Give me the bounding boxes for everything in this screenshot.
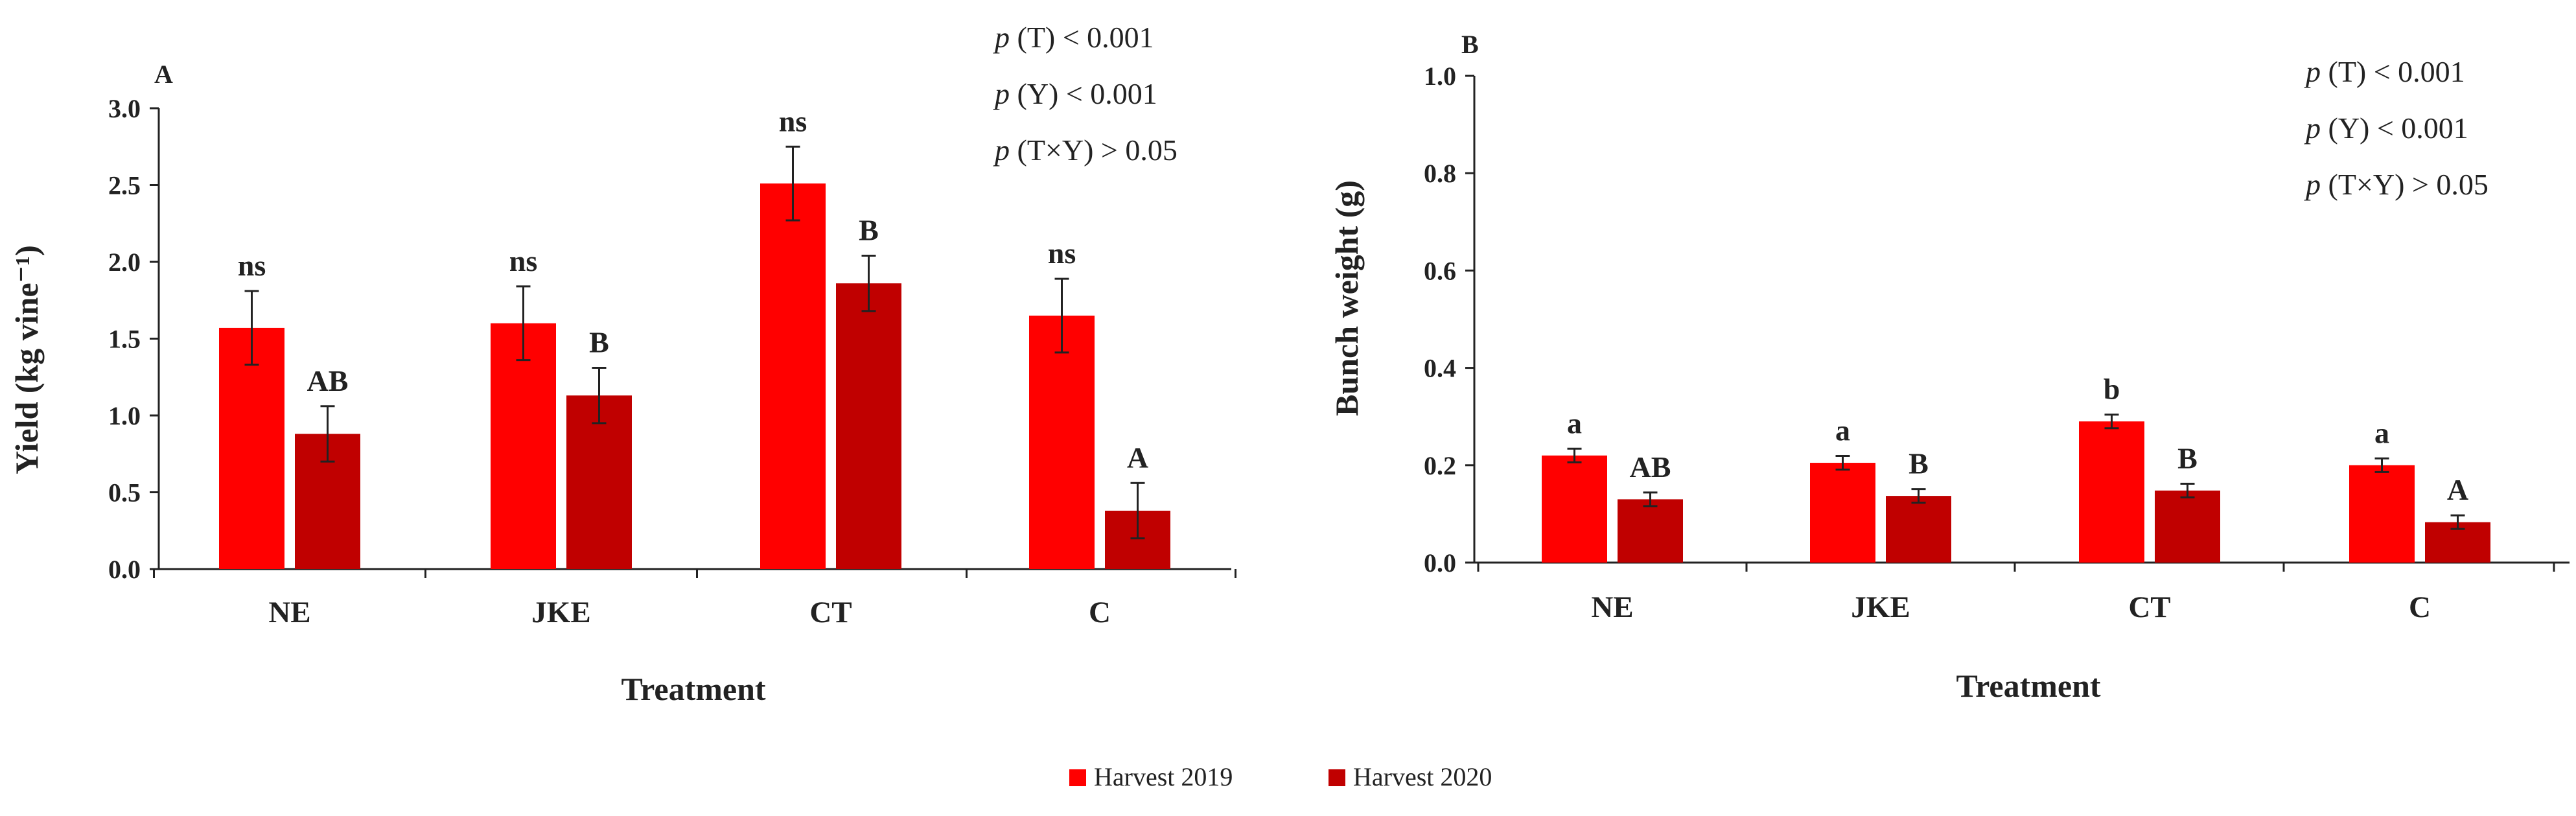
legend-swatch-harvest-2019 <box>1069 769 1086 786</box>
stat-line-year: p (Y) < 0.001 <box>2304 111 2468 145</box>
x-tick-label: C <box>2409 590 2431 624</box>
significance-label: B <box>589 326 609 359</box>
x-tick-label: NE <box>1591 590 1633 624</box>
y-tick-label: 0.4 <box>1424 354 1456 383</box>
significance-label: B <box>1909 447 1929 480</box>
y-tick-label: 2.0 <box>108 248 141 277</box>
y-axis-title: Bunch weight (g) <box>1329 180 1365 416</box>
x-tick-label: JKE <box>531 596 590 629</box>
significance-label: B <box>859 214 879 247</box>
significance-label: b <box>2104 373 2120 406</box>
significance-label: AB <box>1630 450 1671 484</box>
bunch-weight-chart-panel: B 0.0 0.2 0.4 0.6 0.8 1.0 NE JKE CT C a AB a Bb Ba A T… <box>1329 30 2570 704</box>
x-axis-title: Treatment <box>621 671 765 707</box>
bar <box>1029 315 1095 569</box>
bar <box>1542 455 1607 563</box>
x-tick-label: JKE <box>1851 590 1910 624</box>
bar <box>2155 490 2220 563</box>
y-tick-label: 0.8 <box>1424 159 1456 188</box>
bars-group: a AB a Bb Ba A <box>1542 373 2490 563</box>
bar <box>1618 499 1683 563</box>
legend-label-harvest-2019: Harvest 2019 <box>1094 762 1233 791</box>
yield-chart-panel: A 0.00.51.01.52.02.53.0NE JKE CT C nsABnsBn… <box>8 21 1236 707</box>
significance-label: ns <box>509 244 537 277</box>
legend-swatch-harvest-2020 <box>1329 769 1345 786</box>
bar <box>566 395 632 569</box>
stats-annotation: p (T) < 0.001 p (Y) < 0.001 p (T×Y) > 0.… <box>993 21 1178 167</box>
bar <box>2079 421 2144 563</box>
y-tick-label: 1.5 <box>108 325 141 354</box>
bar <box>836 283 901 569</box>
stat-line-interaction: p (T×Y) > 0.05 <box>2304 168 2489 201</box>
x-tick-label: C <box>1089 596 1111 629</box>
panel-label: A <box>154 60 173 89</box>
significance-label: a <box>1835 414 1850 447</box>
significance-label: ns <box>238 249 266 282</box>
y-tick-label: 0.5 <box>108 478 141 507</box>
y-tick-label: 1.0 <box>1424 62 1456 91</box>
y-tick-label: 0.0 <box>108 555 141 584</box>
bar <box>2349 465 2415 563</box>
y-tick-label: 2.5 <box>108 171 141 200</box>
y-axis-title: Yield (kg vine⁻¹) <box>8 245 45 474</box>
x-tick-label: CT <box>809 596 852 629</box>
y-tick-label: 0.0 <box>1424 548 1456 577</box>
x-axis-title: Treatment <box>1956 668 2100 704</box>
legend-label-harvest-2020: Harvest 2020 <box>1353 762 1492 791</box>
axes: 0.0 0.2 0.4 0.6 0.8 1.0 NE JKE CT C <box>1424 62 2570 624</box>
significance-label: A <box>1127 441 1148 474</box>
bar <box>1810 463 1875 563</box>
stat-line-year: p (Y) < 0.001 <box>993 77 1157 110</box>
y-tick-label: 1.0 <box>108 401 141 430</box>
bar <box>491 323 556 569</box>
significance-label: a <box>2374 416 2389 449</box>
bar <box>760 183 826 569</box>
significance-label: ns <box>779 104 807 137</box>
stat-line-treatment: p (T) < 0.001 <box>2304 55 2465 88</box>
stats-annotation: p (T) < 0.001 p (Y) < 0.001 p (T×Y) > 0.… <box>2304 55 2489 201</box>
significance-label: B <box>2177 441 2198 474</box>
bar <box>219 327 284 569</box>
bars-group: ns AB ns Bns Bns A <box>219 104 1170 569</box>
legend: Harvest 2019 Harvest 2020 <box>1069 762 1492 791</box>
x-tick-label: NE <box>268 596 310 629</box>
y-tick-label: 3.0 <box>108 94 141 123</box>
significance-label: ns <box>1048 237 1076 270</box>
x-tick-label: CT <box>2128 590 2170 624</box>
y-tick-label: 0.2 <box>1424 451 1456 480</box>
y-tick-label: 0.6 <box>1424 256 1456 285</box>
panel-label: B <box>1461 30 1479 59</box>
stat-line-interaction: p (T×Y) > 0.05 <box>993 134 1178 167</box>
significance-label: AB <box>307 364 349 397</box>
stat-line-treatment: p (T) < 0.001 <box>993 21 1154 54</box>
significance-label: a <box>1567 406 1582 439</box>
axes: 0.0 0.5 1.0 1.5 2.0 2.5 3.0 NE JKE CT C <box>108 94 1236 629</box>
significance-label: A <box>2447 473 2468 506</box>
bar <box>1886 496 1951 563</box>
